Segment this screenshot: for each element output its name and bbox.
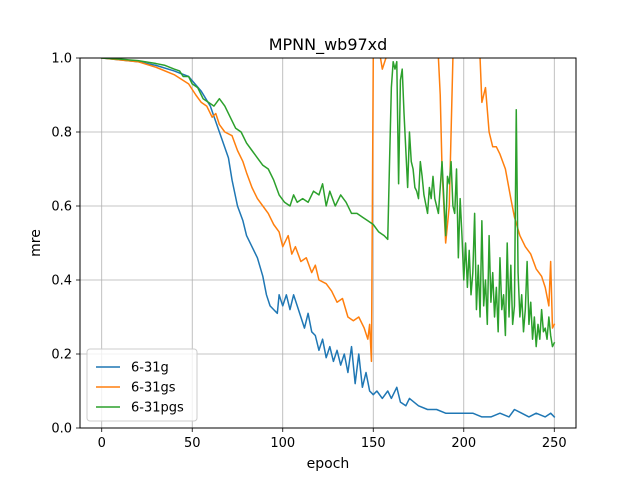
chart-title: MPNN_wb97xd [269, 35, 388, 55]
y-tick-label: 0.0 [51, 422, 72, 437]
series-line-6-31pgs [100, 58, 556, 348]
y-axis: 0.0 0.2 0.4 0.6 0.8 1.0 [51, 52, 80, 437]
y-tick-label: 0.6 [51, 200, 72, 215]
x-axis: 0 50 100 150 200 250 [98, 428, 567, 451]
x-axis-title: epoch [307, 456, 350, 472]
x-tick-label: 250 [542, 436, 567, 451]
x-tick-label: 0 [98, 436, 106, 451]
y-axis-title: mre [28, 229, 44, 257]
series-line-6-31gs [379, 58, 387, 70]
series-line-6-31g [100, 58, 556, 418]
series-line-6-31gs [100, 58, 375, 363]
x-tick-label: 100 [270, 436, 295, 451]
plot-frame [79, 57, 577, 429]
x-tick-label: 150 [361, 436, 386, 451]
legend-label: 6-31g [131, 361, 169, 376]
y-tick-label: 0.8 [51, 126, 72, 141]
y-tick-label: 0.4 [51, 274, 72, 289]
legend-label: 6-31pgs [131, 401, 184, 416]
legend-label: 6-31gs [131, 381, 176, 396]
x-tick-label: 50 [184, 436, 201, 451]
x-tick-label: 200 [451, 436, 476, 451]
y-tick-label: 1.0 [51, 52, 72, 67]
series-layer [100, 58, 556, 418]
legend: 6-31g 6-31gs 6-31pgs [86, 348, 198, 422]
y-tick-label: 0.2 [51, 348, 72, 363]
